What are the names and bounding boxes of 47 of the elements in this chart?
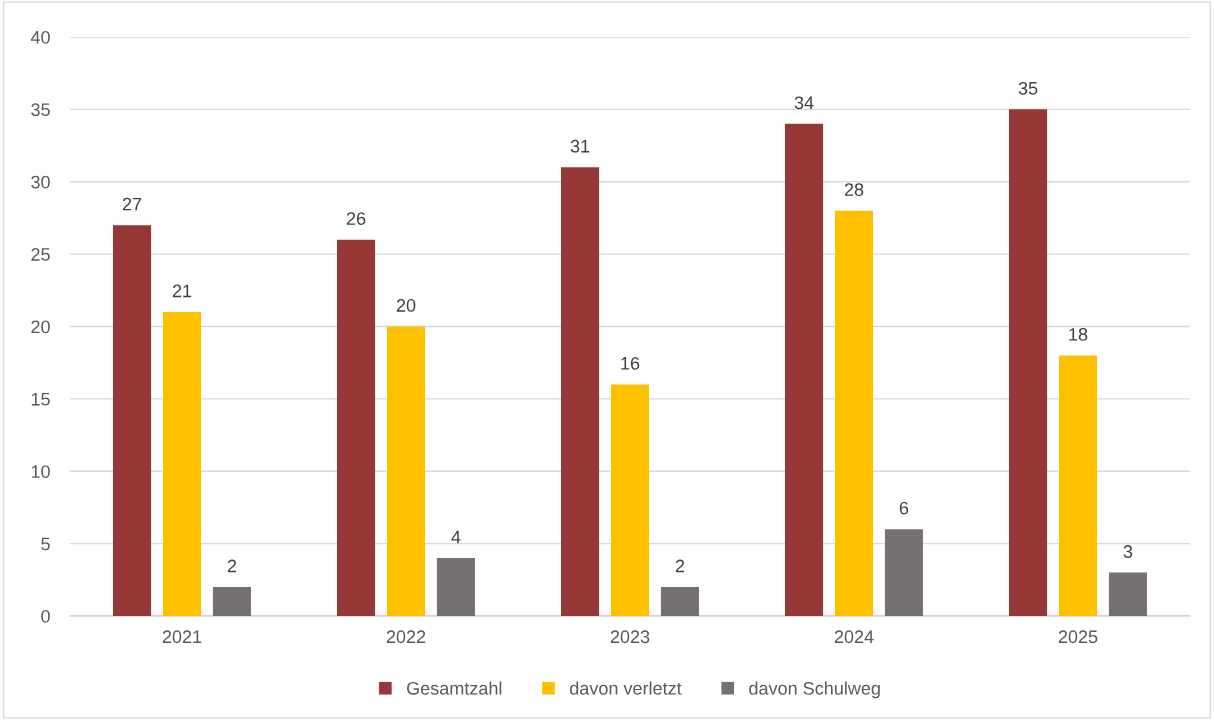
bar bbox=[1058, 355, 1098, 616]
y-tick-label: 5 bbox=[41, 537, 50, 551]
y-tick-label: 0 bbox=[41, 609, 50, 623]
data-label: 26 bbox=[346, 212, 366, 225]
bar bbox=[162, 312, 202, 616]
y-tick-label: 20 bbox=[31, 320, 50, 334]
legend-label: davon verletzt bbox=[570, 681, 682, 695]
y-tick-label: 40 bbox=[30, 30, 50, 44]
y-tick-label: 15 bbox=[31, 393, 50, 406]
y-tick-label: 35 bbox=[31, 103, 50, 117]
y-tick-label: 25 bbox=[31, 248, 50, 261]
legend-label: davon Schulweg bbox=[749, 681, 880, 699]
data-label: 31 bbox=[570, 139, 590, 153]
bar bbox=[884, 529, 923, 616]
y-tick-label: 10 bbox=[31, 465, 50, 478]
bar bbox=[337, 239, 376, 616]
data-label: 2 bbox=[227, 559, 237, 573]
x-tick-label: 2023 bbox=[610, 630, 650, 644]
data-label: 18 bbox=[1069, 327, 1088, 341]
bar bbox=[660, 587, 699, 616]
data-label: 16 bbox=[621, 356, 640, 370]
bar bbox=[610, 384, 650, 616]
x-tick-label: 2024 bbox=[834, 630, 874, 644]
data-label: 6 bbox=[899, 501, 909, 515]
bar bbox=[561, 167, 600, 616]
data-label: 2 bbox=[675, 559, 685, 573]
legend-label: Gesamtzahl bbox=[407, 681, 502, 695]
bar bbox=[834, 210, 874, 616]
bar bbox=[1009, 109, 1048, 616]
data-label: 3 bbox=[1123, 545, 1133, 558]
bar bbox=[212, 587, 251, 616]
x-tick-label: 2025 bbox=[1058, 630, 1098, 644]
data-label: 35 bbox=[1018, 81, 1038, 95]
x-tick-label: 2021 bbox=[162, 630, 202, 644]
bar bbox=[785, 123, 824, 616]
data-label: 27 bbox=[122, 197, 142, 211]
x-tick-label: 2022 bbox=[386, 630, 426, 644]
data-label: 28 bbox=[844, 183, 864, 197]
data-label: 34 bbox=[794, 96, 814, 110]
bar bbox=[386, 326, 426, 616]
bar bbox=[436, 558, 475, 616]
bar bbox=[1108, 572, 1147, 616]
data-label: 21 bbox=[172, 284, 192, 298]
data-label: 4 bbox=[451, 530, 461, 544]
data-label: 20 bbox=[396, 299, 416, 312]
y-tick-label: 30 bbox=[31, 175, 50, 189]
bar bbox=[113, 225, 152, 616]
